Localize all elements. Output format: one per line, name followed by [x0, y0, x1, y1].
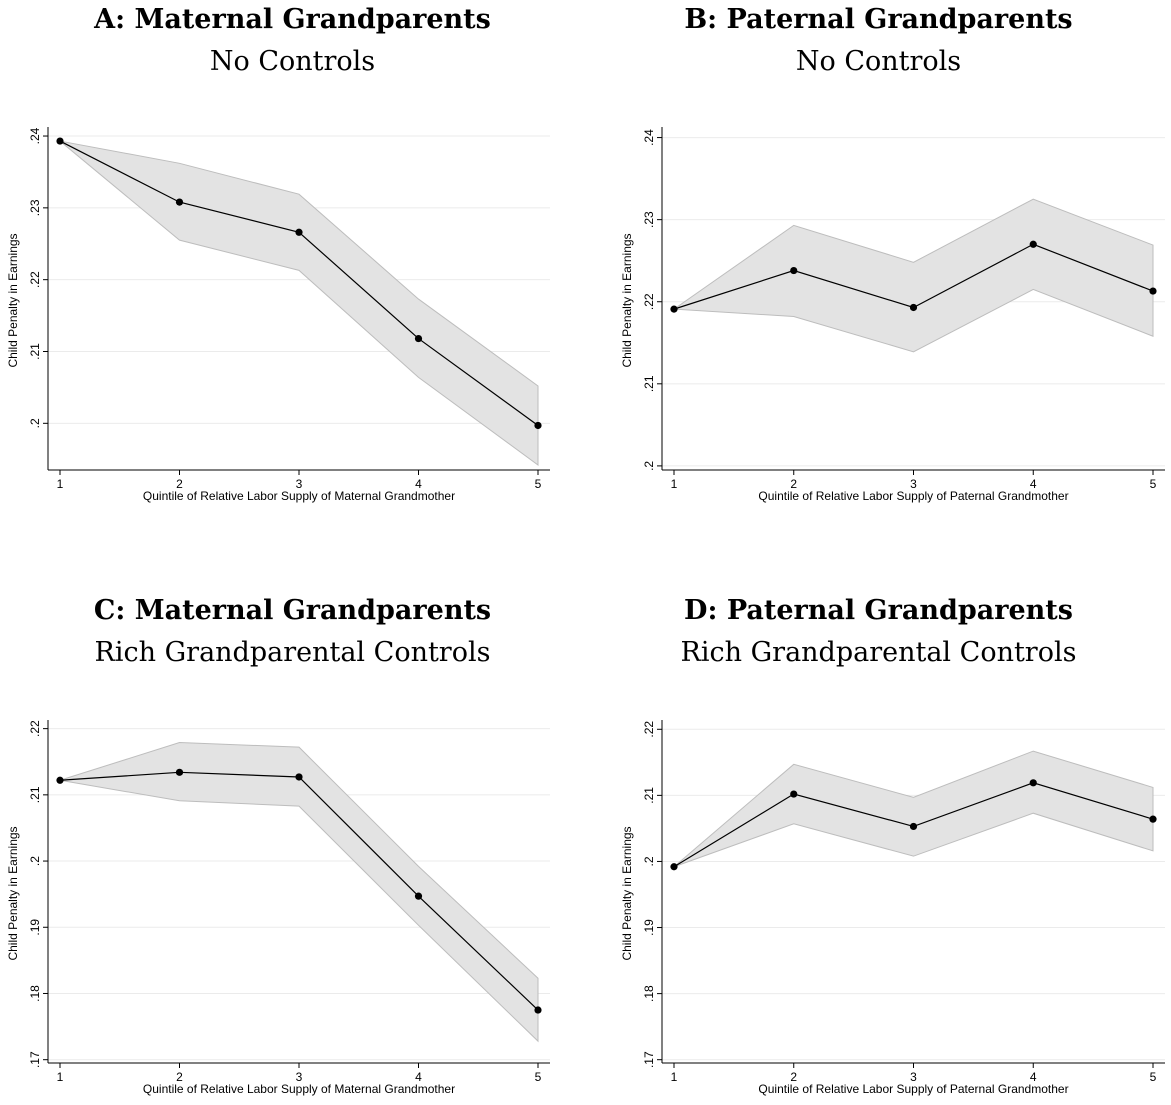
- y-tick-label: .2: [28, 856, 42, 866]
- chart-panel-a: A: Maternal Grandparents No Controls .2.…: [0, 0, 585, 552]
- y-tick-label: .21: [28, 786, 42, 803]
- panel-title: B: Paternal Grandparents: [684, 4, 1073, 35]
- y-tick-label: .19: [28, 919, 42, 936]
- panel-title: C: Maternal Grandparents: [93, 595, 492, 626]
- data-point: [414, 892, 423, 900]
- y-tick-label: .22: [642, 721, 656, 738]
- y-tick-label: .21: [642, 787, 656, 804]
- x-tick-label: 5: [535, 1070, 542, 1084]
- confidence-band: [673, 750, 1154, 868]
- x-tick-label: 1: [57, 477, 64, 491]
- x-tick-label: 4: [415, 1070, 422, 1084]
- x-axis-label: Quintile of Relative Labor Supply of Mat…: [143, 1082, 455, 1096]
- x-axis-label: Quintile of Relative Labor Supply of Pat…: [758, 1082, 1068, 1096]
- series-line: [59, 771, 539, 1011]
- y-tick-label: .18: [642, 985, 656, 1002]
- chart-a-plot: .2 .21 .22 .23 .24 1 2 3 4 5 Quintile of Relative …: [6, 127, 550, 503]
- chart-panel-d: D: Paternal Grandparents Rich Grandparen…: [586, 553, 1171, 1105]
- data-point: [1029, 240, 1037, 248]
- x-tick-label: 4: [1030, 477, 1037, 491]
- x-tick-label: 3: [296, 477, 303, 491]
- x-axis-label: Quintile of Relative Labor Supply of Mat…: [143, 489, 455, 503]
- chart-panel-c: C: Maternal Grandparents Rich Grandparen…: [0, 553, 585, 1105]
- y-tick-label: .22: [642, 293, 656, 310]
- chart-panel-b: B: Paternal Grandparents No Controls .2.…: [586, 0, 1171, 552]
- x-tick-label: 5: [1150, 1070, 1157, 1084]
- panel-subtitle: No Controls: [795, 46, 962, 77]
- chart-d-plot: .17 .18 .19 .2 .21 .22 1 2 3 4 5 Quintile of Relati…: [620, 720, 1165, 1096]
- data-point: [909, 303, 918, 312]
- x-axis-label: Quintile of Relative Labor Supply of Pat…: [758, 489, 1068, 503]
- y-axis-label: Child Penalty in Earnings: [620, 826, 634, 960]
- y-tick-label: .19: [642, 919, 656, 936]
- chart-b-plot: .2 .21 .22 .23 .24 1 2 3 4 5 Quintile of Relative …: [620, 127, 1165, 503]
- gridlines: [662, 728, 1165, 1061]
- data-point: [175, 198, 184, 206]
- y-tick-label: .17: [642, 1051, 656, 1068]
- panel-title: D: Paternal Grandparents: [684, 595, 1073, 626]
- y-tick-label: .22: [28, 271, 42, 288]
- data-point: [909, 822, 918, 831]
- x-tick-label: 3: [910, 1070, 917, 1084]
- data-point: [790, 266, 798, 275]
- panel-subtitle: No Controls: [209, 46, 376, 77]
- data-point: [295, 228, 303, 236]
- x-tick-label: 2: [176, 1070, 183, 1084]
- data-point: [56, 137, 64, 145]
- data-point: [414, 334, 423, 343]
- data-point: [295, 773, 303, 781]
- panel-subtitle: Rich Grandparental Controls: [94, 637, 491, 668]
- data-point: [1149, 287, 1157, 295]
- confidence-band: [672, 198, 1154, 353]
- y-tick-label: .24: [642, 129, 656, 146]
- data-point: [1149, 815, 1157, 823]
- chart-c-plot: .17 .18 .19 .2 .21 .22 1 2 3 4 5 Quintile of Relati…: [6, 720, 550, 1096]
- confidence-band: [58, 140, 539, 466]
- data-point: [56, 776, 64, 784]
- y-tick-label: .21: [642, 375, 656, 392]
- data-point: [1029, 779, 1037, 787]
- y-tick-label: .24: [28, 127, 42, 144]
- y-axis-label: Child Penalty in Earnings: [6, 826, 20, 960]
- y-tick-label: .23: [28, 199, 42, 216]
- y-tick-label: .21: [28, 343, 42, 360]
- x-tick-label: 5: [535, 477, 542, 491]
- y-tick-label: .22: [28, 720, 42, 737]
- data-point: [670, 863, 678, 871]
- x-tick-label: 2: [176, 477, 183, 491]
- x-tick-label: 4: [415, 477, 422, 491]
- panel-title: A: Maternal Grandparents: [94, 4, 491, 35]
- data-point: [175, 768, 184, 776]
- x-tick-label: 3: [296, 1070, 303, 1084]
- x-tick-label: 1: [57, 1070, 64, 1084]
- y-axis-label: Child Penalty in Earnings: [6, 233, 20, 367]
- y-tick-label: .2: [28, 418, 42, 428]
- x-tick-label: 1: [671, 477, 678, 491]
- y-tick-label: .17: [28, 1051, 42, 1068]
- data-point: [790, 790, 798, 798]
- data-point: [670, 305, 678, 313]
- y-tick-label: .18: [28, 985, 42, 1002]
- x-tick-label: 5: [1150, 477, 1157, 491]
- y-tick-label: .23: [642, 211, 656, 228]
- confidence-band: [59, 742, 539, 1043]
- panel-subtitle: Rich Grandparental Controls: [680, 637, 1077, 668]
- x-tick-label: 2: [790, 1070, 797, 1084]
- data-point: [534, 1006, 542, 1014]
- x-tick-label: 2: [790, 477, 797, 491]
- y-axis-label: Child Penalty in Earnings: [620, 233, 634, 367]
- data-point: [534, 421, 542, 430]
- x-tick-label: 1: [671, 1070, 678, 1084]
- y-tick-label: .2: [642, 461, 656, 471]
- x-tick-label: 3: [910, 477, 917, 491]
- y-tick-label: .2: [642, 856, 656, 866]
- x-tick-label: 4: [1030, 1070, 1037, 1084]
